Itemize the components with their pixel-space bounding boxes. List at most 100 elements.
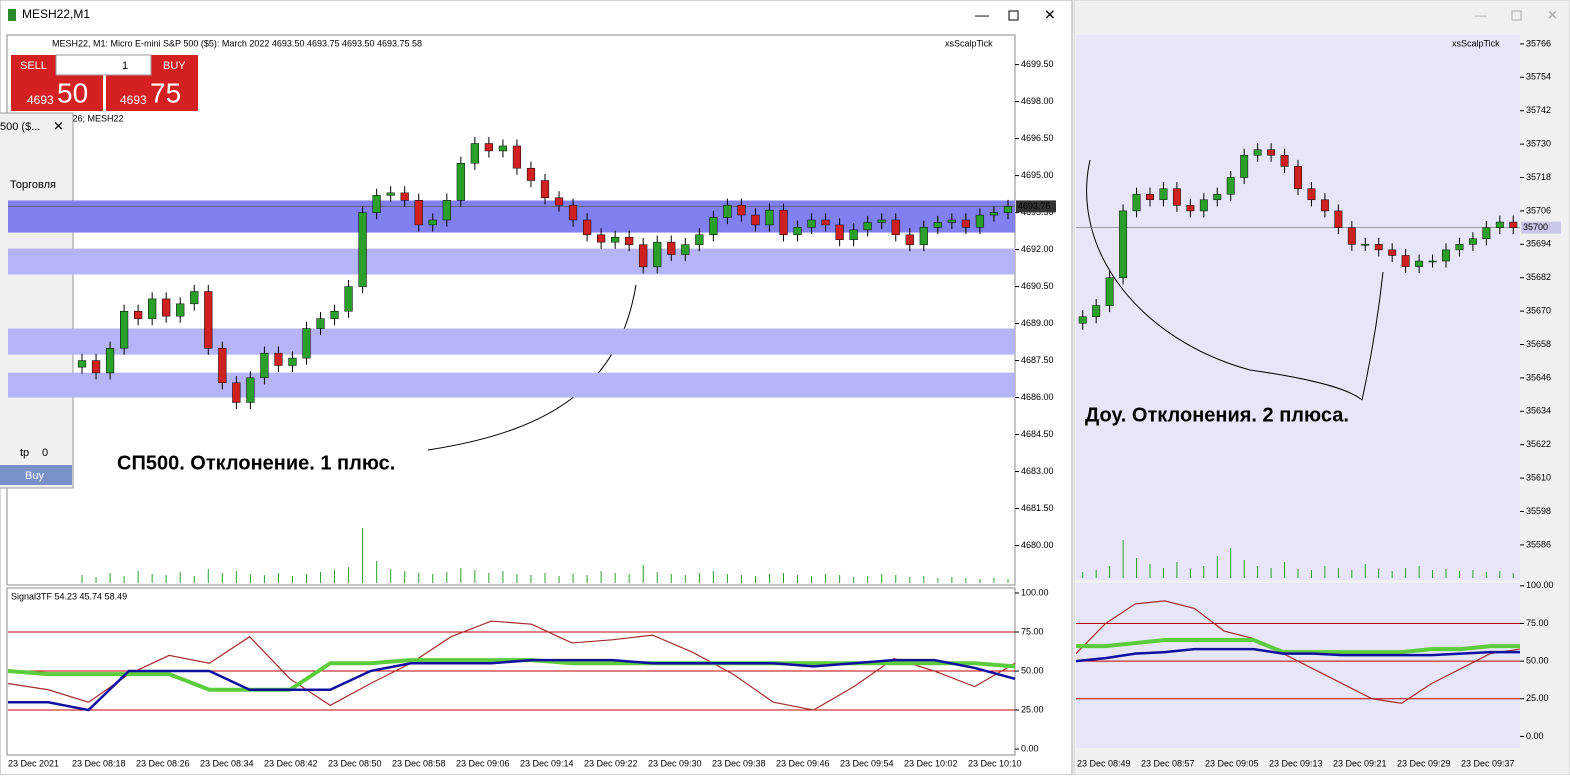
dialog-close[interactable]: ✕ — [53, 118, 64, 133]
bid-box — [11, 77, 103, 111]
zone — [8, 200, 1015, 233]
osc-tick-label: 100.00 — [1021, 587, 1049, 597]
x-tick-label: 23 Dec 09:22 — [584, 758, 638, 768]
candle — [1226, 177, 1235, 195]
y-tick-label: 4684.50 — [1021, 429, 1054, 439]
zone — [8, 248, 1015, 275]
dialog-tab[interactable]: Торговля — [10, 179, 56, 191]
x-tick-label: 23 Dec 08:49 — [1077, 758, 1131, 768]
x-tick-label: 23 Dec 09:29 — [1397, 758, 1451, 768]
candle — [246, 377, 255, 403]
candle — [1132, 193, 1141, 212]
y-tick-label: 35622 — [1526, 439, 1551, 449]
candle — [877, 219, 886, 223]
minimize-r[interactable]: — — [1475, 8, 1487, 22]
candle — [905, 234, 914, 245]
candle — [1146, 193, 1154, 201]
close[interactable]: ✕ — [1044, 7, 1056, 23]
candle — [695, 234, 704, 245]
candle — [148, 298, 157, 319]
sell-label[interactable]: SELL — [20, 60, 47, 72]
y-tick-label: 35682 — [1526, 272, 1551, 282]
candle — [456, 163, 465, 201]
volume-box[interactable] — [55, 54, 152, 76]
ask-box — [106, 77, 198, 111]
app-icon — [8, 9, 16, 21]
maximize[interactable] — [1008, 10, 1019, 21]
osc-tick-label: 75.00 — [1526, 618, 1549, 628]
close-r[interactable]: ✕ — [1547, 7, 1558, 22]
annotation-r: Доу. Отклонения. 2 плюса. — [1085, 404, 1349, 426]
candle — [232, 382, 241, 403]
y-tick-label: 35586 — [1526, 539, 1551, 549]
zone — [8, 328, 1015, 355]
osc-line — [1075, 647, 1520, 663]
candle — [835, 224, 844, 240]
candle — [1442, 249, 1450, 262]
x-tick-label: 23 Dec 08:34 — [200, 758, 254, 768]
candle — [1159, 188, 1168, 201]
y-tick-label: 4690.50 — [1021, 281, 1054, 291]
y-tick-label: 4696.50 — [1021, 133, 1054, 143]
maximize-r[interactable] — [1511, 10, 1522, 21]
y-tick-label: 35598 — [1526, 506, 1551, 516]
candle — [274, 352, 283, 366]
candle — [1495, 221, 1504, 228]
candle — [1401, 255, 1410, 267]
x-tick-label: 23 Dec 09:54 — [840, 758, 894, 768]
y-tick-label: 4687.50 — [1021, 355, 1054, 365]
x-tick-label: 23 Dec 08:18 — [72, 758, 126, 768]
candle — [1003, 206, 1013, 213]
subheader: 15:26; MESH22 — [60, 113, 124, 123]
candle — [428, 219, 437, 226]
osc-tick-label: 75.00 — [1021, 626, 1044, 636]
candle — [737, 204, 746, 216]
y-tick-label: 35718 — [1526, 172, 1551, 182]
candle — [863, 222, 872, 231]
candle — [1280, 154, 1289, 167]
candle — [302, 328, 311, 359]
x-tick-label: 23 Dec 09:46 — [776, 758, 830, 768]
candle — [667, 241, 676, 255]
candle — [330, 310, 339, 319]
bid-small: 50 — [57, 77, 88, 108]
y-tick-label: 35658 — [1526, 339, 1551, 349]
y-tick-label: 4686.00 — [1021, 392, 1054, 402]
x-tick-label: 23 Dec 09:06 — [456, 758, 510, 768]
candle — [1253, 149, 1262, 156]
candle — [1374, 244, 1383, 251]
y-tick-label: 4698.00 — [1021, 96, 1054, 106]
tp-value[interactable]: 0 — [42, 447, 48, 459]
candle — [554, 197, 564, 206]
x-tick-label: 23 Dec 08:26 — [136, 758, 190, 768]
candle — [1172, 188, 1181, 206]
osc-tick-label: 0.00 — [1021, 743, 1039, 753]
candle — [91, 360, 101, 374]
candle — [751, 214, 760, 226]
candle — [358, 212, 367, 287]
dialog-title: 500 ($... — [0, 121, 40, 133]
candle — [1307, 188, 1316, 201]
y-tick-label: 4680.00 — [1021, 540, 1054, 550]
candle — [105, 347, 115, 374]
candle — [1240, 154, 1249, 178]
candle — [1320, 199, 1329, 212]
candle — [1455, 244, 1464, 251]
dialog-buy[interactable]: Buy — [25, 470, 44, 482]
x-tick-label: 23 Dec 09:14 — [520, 758, 574, 768]
candle — [723, 204, 732, 218]
osc-name: Signal3TF 54.23 45.74 58.49 — [11, 591, 127, 601]
y-tick-label: 35670 — [1526, 305, 1551, 315]
minimize[interactable]: — — [975, 7, 989, 23]
candle — [498, 145, 508, 152]
candle — [582, 219, 592, 236]
price-tag — [1521, 221, 1561, 234]
candle — [176, 303, 185, 317]
volume[interactable]: 1 — [122, 60, 128, 72]
dialog-buy-btn[interactable] — [0, 465, 72, 485]
candle — [1415, 260, 1424, 267]
indicator-name: xsScalpTick — [945, 38, 993, 48]
candle — [1509, 221, 1518, 228]
buy-label[interactable]: BUY — [163, 60, 186, 72]
candle — [372, 195, 381, 213]
